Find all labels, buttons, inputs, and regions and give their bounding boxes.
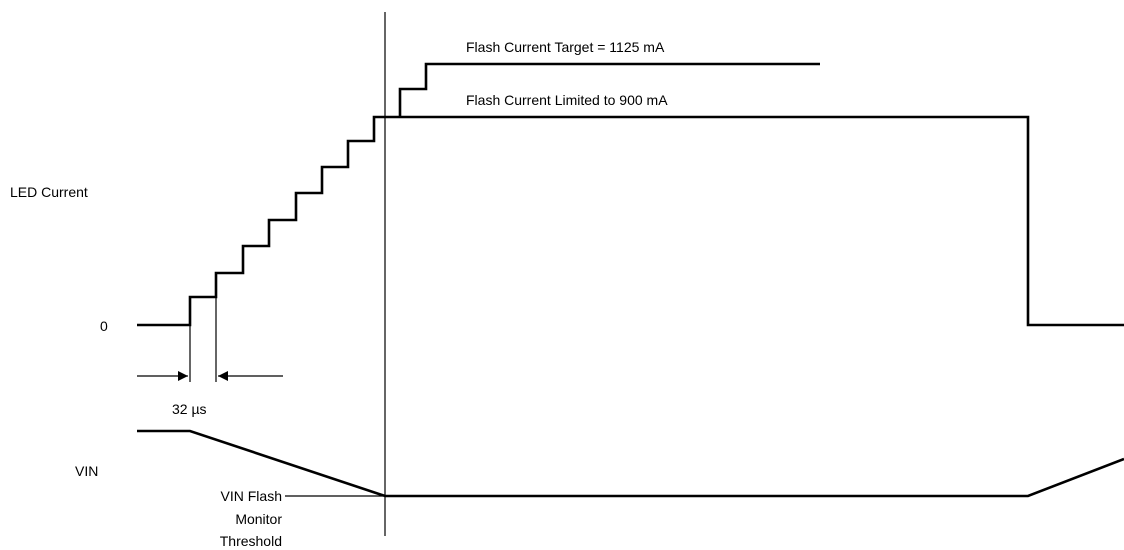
led-current-waveform: [137, 115, 1124, 327]
vin-waveform: [137, 429, 1124, 498]
flash-target-label: Flash Current Target = 1125 mA: [466, 39, 665, 55]
zero-level-label: 0: [100, 318, 108, 334]
threshold-label-line2: Monitor: [235, 511, 282, 527]
threshold-label-line1: VIN Flash: [221, 488, 282, 504]
led-current-label: LED Current: [10, 184, 88, 200]
step-time-label: 32 µs: [172, 401, 207, 417]
vin-label: VIN: [75, 463, 98, 479]
flash-limited-label: Flash Current Limited to 900 mA: [466, 92, 668, 108]
threshold-label-line3: Threshold: [220, 533, 282, 549]
flash-target-continuation: [398, 62, 820, 117]
